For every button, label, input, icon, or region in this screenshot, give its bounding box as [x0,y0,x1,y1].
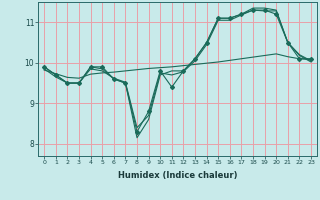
X-axis label: Humidex (Indice chaleur): Humidex (Indice chaleur) [118,171,237,180]
